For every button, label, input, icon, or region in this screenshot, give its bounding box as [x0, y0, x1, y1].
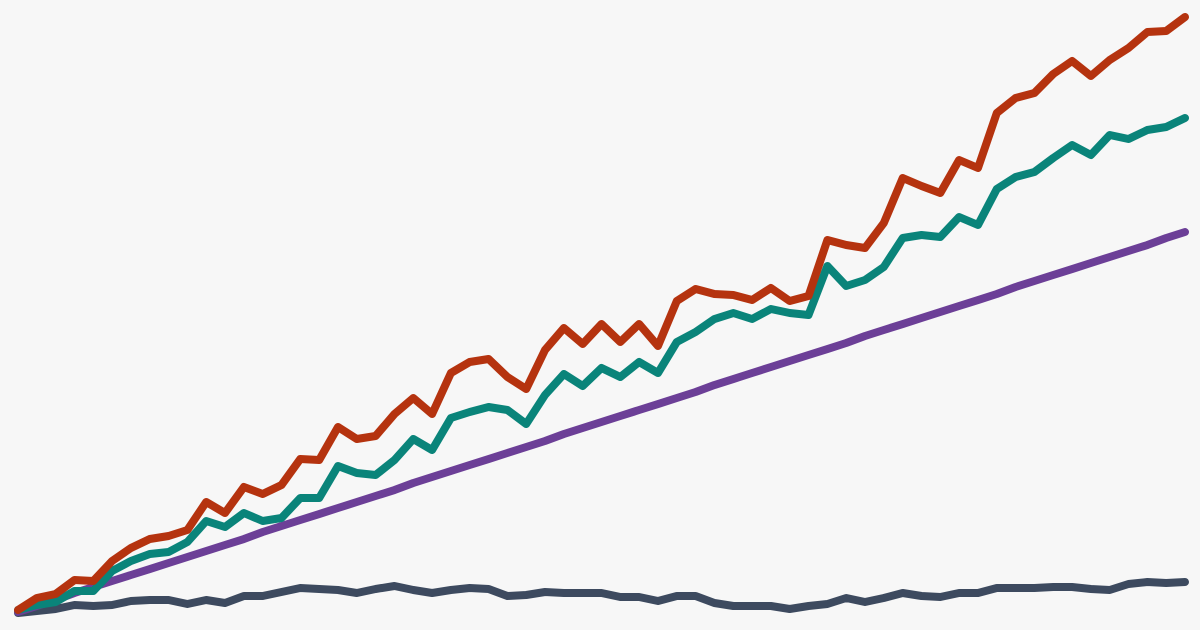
- series-line: [14, 114, 1189, 614]
- series-line: [14, 13, 1189, 614]
- series-line: [14, 578, 1189, 617]
- series-line: [14, 228, 1189, 616]
